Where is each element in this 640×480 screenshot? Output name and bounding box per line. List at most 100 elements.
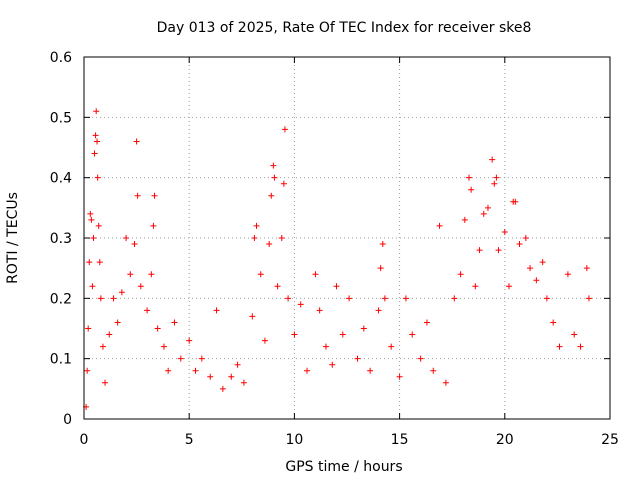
data-point [360,325,367,332]
data-point [165,367,172,374]
data-point [430,367,437,374]
data-point [402,295,409,302]
x-tick-label: 25 [601,432,619,448]
data-point [333,283,340,290]
data-point [127,271,134,278]
data-point [84,367,91,374]
data-point [186,337,193,344]
data-point [564,271,571,278]
data-point [316,307,323,314]
data-point [527,265,534,272]
data-point [85,325,92,332]
data-point [285,295,292,302]
data-point [543,295,550,302]
data-point [240,379,247,386]
data-point [409,331,416,338]
data-point [461,216,468,223]
data-point [177,355,184,362]
data-point [379,241,386,248]
data-point [133,138,140,145]
data-point [114,319,121,326]
data-point [89,283,96,290]
data-point [93,108,100,115]
data-point [278,235,285,241]
x-tick-label: 5 [185,432,194,448]
x-tick-label: 15 [391,432,409,448]
data-point [388,343,395,350]
data-point [95,222,102,229]
data-point [354,355,361,362]
data-point [171,319,178,326]
data-point [96,259,103,266]
tick-labels: 0 5 10 15 20 25 0 0.1 0.2 0.3 0.4 0.5 0.6 [50,50,619,448]
data-point [270,162,277,169]
data-point [110,295,117,302]
data-point [466,174,473,181]
data-point [506,283,513,290]
data-point [90,235,97,241]
data-point [266,241,273,248]
data-point [312,271,319,278]
data-point [436,222,443,229]
axis-ticks [83,56,611,420]
x-tick-label: 20 [496,432,514,448]
y-tick-label: 0 [63,412,72,428]
data-point [280,180,287,187]
data-point [577,343,584,350]
data-point [97,295,104,302]
data-point [271,174,278,181]
data-point [484,204,491,211]
data-point [88,216,95,223]
data-point [94,174,101,181]
data-point [457,271,464,278]
data-point [86,259,93,266]
data-point [91,150,98,157]
data-point [377,265,384,272]
data-point [102,379,109,386]
y-axis-label: ROTI / TECUs [5,192,21,284]
data-point [207,373,214,380]
data-point [87,210,94,217]
data-point [583,265,590,272]
y-tick-label: 0.1 [50,352,72,368]
data-point [150,222,157,229]
data-point [249,313,256,320]
data-point [539,259,546,266]
data-point [148,271,155,278]
data-point [118,289,125,296]
y-tick-label: 0.6 [50,50,72,66]
data-point [375,307,382,314]
y-tick-label: 0.2 [50,291,72,307]
data-point [550,319,557,326]
data-point [154,325,161,332]
data-point [512,198,519,205]
data-point [291,331,298,338]
data-point [516,241,523,248]
data-point [476,247,483,254]
data-point [253,222,260,229]
data-point [417,355,424,362]
data-point [137,283,144,290]
data-point [468,186,475,193]
data-point [123,235,130,241]
data-point [192,367,199,374]
data-point [151,192,158,199]
data-point [213,307,220,314]
data-point [381,295,388,302]
y-tick-label: 0.5 [50,110,72,126]
y-tick-label: 0.4 [50,171,72,187]
data-points [83,108,592,410]
chart-title: Day 013 of 2025, Rate Of TEC Index for r… [157,20,532,36]
data-point [423,319,430,326]
data-point [160,343,167,350]
data-point [228,373,235,380]
data-point [304,367,311,374]
data-point [219,385,226,392]
x-tick-label: 0 [80,432,89,448]
data-point [491,180,498,187]
data-point [556,343,563,350]
data-point [99,343,106,350]
data-point [268,192,275,199]
